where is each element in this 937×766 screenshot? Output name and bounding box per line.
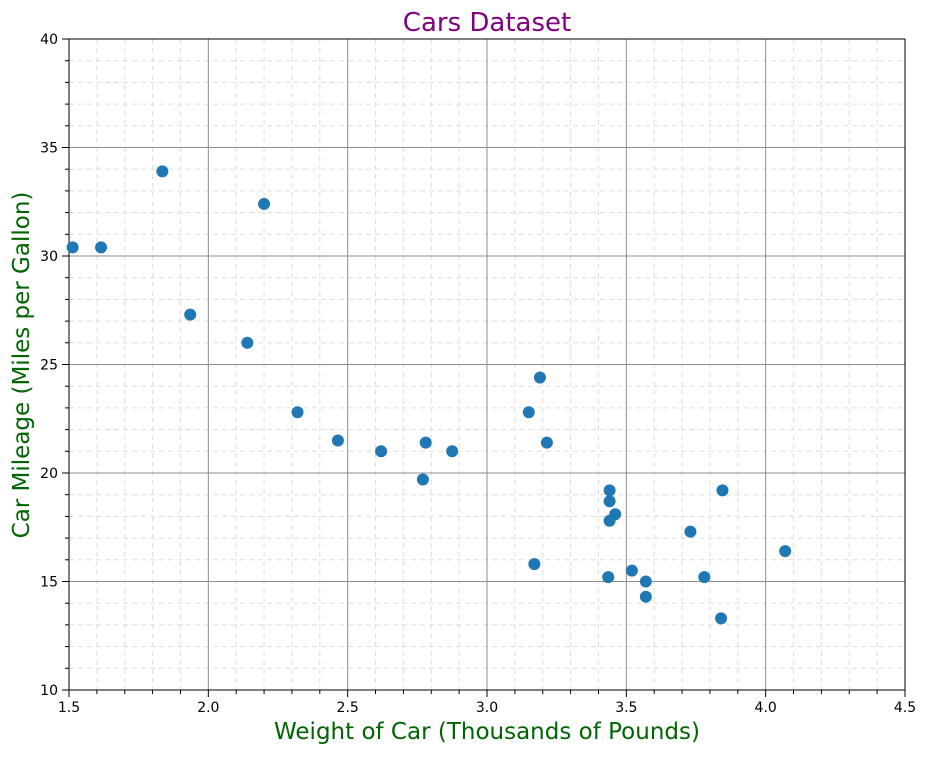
data-point [258, 197, 271, 210]
data-point [375, 445, 388, 458]
axis-ticks [62, 38, 906, 697]
data-point [625, 564, 638, 577]
data-point [95, 241, 108, 254]
data-point [602, 571, 615, 584]
y-tick-labels: 10 15 20 25 30 35 40 [40, 32, 58, 699]
y-axis-label: Car Mileage (Miles per Gallon) [9, 192, 35, 539]
x-tick-label: 3.0 [476, 700, 498, 716]
data-point [419, 436, 432, 449]
x-tick-label: 3.5 [615, 700, 637, 716]
data-point [779, 545, 792, 558]
data-point [66, 241, 79, 254]
data-point [156, 165, 169, 178]
x-axis-label: Weight of Car (Thousands of Pounds) [274, 719, 700, 745]
data-point [241, 336, 254, 349]
data-points [66, 165, 792, 625]
y-tick-label: 25 [40, 358, 58, 374]
data-point [331, 434, 344, 447]
data-point [533, 371, 546, 384]
data-point [715, 612, 728, 625]
data-point [522, 406, 535, 419]
data-point [684, 525, 697, 538]
data-point [416, 473, 429, 486]
data-point [639, 575, 652, 588]
x-tick-label: 1.5 [58, 700, 80, 716]
y-tick-label: 40 [40, 32, 58, 48]
data-point [540, 436, 553, 449]
data-point [639, 590, 652, 603]
chart-title: Cars Dataset [403, 8, 571, 38]
x-tick-label: 2.5 [337, 700, 359, 716]
y-tick-label: 35 [40, 141, 58, 157]
data-point [716, 484, 729, 497]
x-tick-label: 4.0 [755, 700, 777, 716]
y-tick-label: 30 [40, 249, 58, 265]
data-point [698, 571, 711, 584]
y-tick-label: 20 [40, 466, 58, 482]
data-point [609, 508, 622, 521]
y-tick-label: 15 [40, 575, 58, 591]
x-tick-labels: 1.5 2.0 2.5 3.0 3.5 4.0 4.5 [58, 700, 916, 716]
x-tick-label: 4.5 [894, 700, 916, 716]
data-point [291, 406, 304, 419]
data-point [184, 308, 197, 321]
data-point [528, 558, 541, 571]
data-point [603, 484, 616, 497]
x-tick-label: 2.0 [197, 700, 219, 716]
y-tick-label: 10 [40, 683, 58, 699]
data-point [603, 495, 616, 508]
data-point [446, 445, 459, 458]
